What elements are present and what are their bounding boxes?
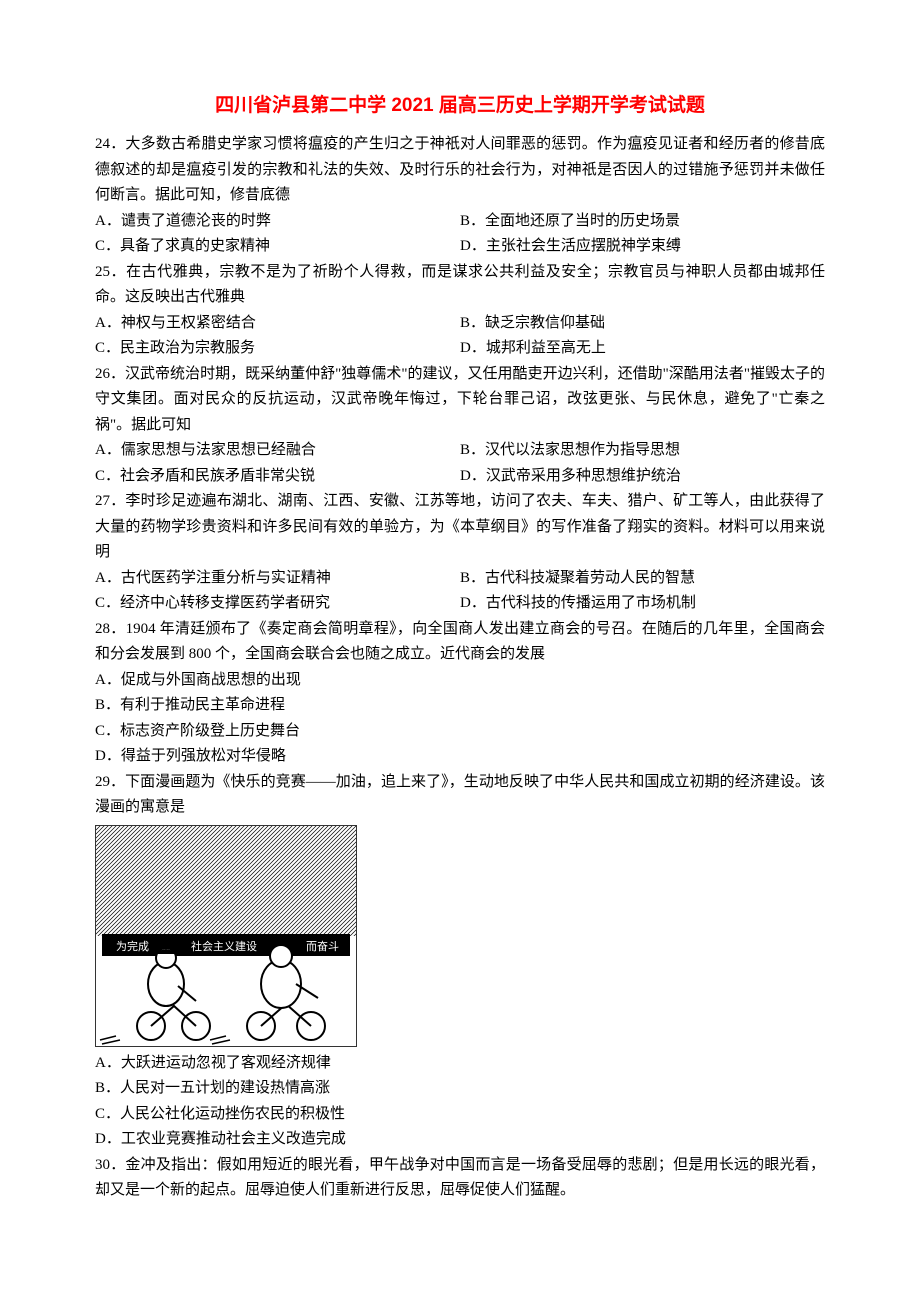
- question-30: 30．金冲及指出：假如用短近的眼光看，甲午战争对中国而言是一场备受屈辱的悲剧；但…: [95, 1153, 825, 1204]
- svg-text:而奋斗: 而奋斗: [306, 939, 339, 953]
- q25-opt-c: C．民主政治为宗教服务: [95, 336, 460, 362]
- q30-stem: ．金冲及指出：假如用短近的眼光看，甲午战争对中国而言是一场备受屈辱的悲剧；但是用…: [95, 1157, 825, 1199]
- q24-opt-c: C．具备了求真的史家精神: [95, 234, 460, 260]
- q26-opt-b: B．汉代以法家思想作为指导思想: [460, 438, 825, 464]
- q29-opt-b: B．人民对一五计划的建设热情高涨: [95, 1076, 825, 1102]
- q28-opt-b: B．有利于推动民主革命进程: [95, 693, 825, 719]
- question-24: 24．大多数古希腊史学家习惯将瘟疫的产生归之于神祇对人间罪恶的惩罚。作为瘟疫见证…: [95, 132, 825, 209]
- question-25: 25．在古代雅典，宗教不是为了祈盼个人得救，而是谋求公共利益及安全；宗教官员与神…: [95, 260, 825, 311]
- q26-options: A．儒家思想与法家思想已经融合 B．汉代以法家思想作为指导思想 C．社会矛盾和民…: [95, 438, 825, 489]
- q25-opt-b: B．缺乏宗教信仰基础: [460, 311, 825, 337]
- q26-opt-c: C．社会矛盾和民族矛盾非常尖锐: [95, 464, 460, 490]
- q24-stem: ．大多数古希腊史学家习惯将瘟疫的产生归之于神祇对人间罪恶的惩罚。作为瘟疫见证者和…: [95, 136, 825, 203]
- q28-opt-a: A．促成与外国商战思想的出现: [95, 668, 825, 694]
- q29-cartoon-image: 为完成 社会主义建设 而奋斗: [95, 825, 357, 1047]
- q24-options: A．谴责了道德沦丧的时弊 B．全面地还原了当时的历史场景 C．具备了求真的史家精…: [95, 209, 825, 260]
- q28-opt-c: C．标志资产阶级登上历史舞台: [95, 719, 825, 745]
- question-29: 29．下面漫画题为《快乐的竞赛——加油，追上来了》，生动地反映了中华人民共和国成…: [95, 770, 825, 821]
- q25-options: A．神权与王权紧密结合 B．缺乏宗教信仰基础 C．民主政治为宗教服务 D．城邦利…: [95, 311, 825, 362]
- q28-stem: ．1904 年清廷颁布了《奏定商会简明章程》，向全国商人发出建立商会的号召。在随…: [95, 621, 825, 663]
- q24-opt-d: D．主张社会生活应摆脱神学束缚: [460, 234, 825, 260]
- q29-num: 29: [95, 774, 110, 790]
- q27-options: A．古代医药学注重分析与实证精神 B．古代科技凝聚着劳动人民的智慧 C．经济中心…: [95, 566, 825, 617]
- q26-stem: ．汉武帝统治时期，既采纳董仲舒"独尊儒术"的建议，又任用酷吏开边兴利，还借助"深…: [95, 366, 825, 433]
- page-title: 四川省泸县第二中学 2021 届高三历史上学期开学考试试题: [95, 90, 825, 122]
- question-27: 27．李时珍足迹遍布湖北、湖南、江西、安徽、江苏等地，访问了农夫、车夫、猎户、矿…: [95, 489, 825, 566]
- q27-opt-a: A．古代医药学注重分析与实证精神: [95, 566, 460, 592]
- q29-opt-d: D．工农业竞赛推动社会主义改造完成: [95, 1127, 825, 1153]
- q26-opt-a: A．儒家思想与法家思想已经融合: [95, 438, 460, 464]
- q29-opt-c: C．人民公社化运动挫伤农民的积极性: [95, 1102, 825, 1128]
- question-28: 28．1904 年清廷颁布了《奏定商会简明章程》，向全国商人发出建立商会的号召。…: [95, 617, 825, 668]
- q29-opt-a: A．大跃进运动忽视了客观经济规律: [95, 1051, 825, 1077]
- q24-opt-b: B．全面地还原了当时的历史场景: [460, 209, 825, 235]
- q28-opt-d: D．得益于列强放松对华侵略: [95, 744, 825, 770]
- q28-num: 28: [95, 621, 110, 637]
- q27-stem: ．李时珍足迹遍布湖北、湖南、江西、安徽、江苏等地，访问了农夫、车夫、猎户、矿工等…: [95, 493, 825, 560]
- q29-stem: ．下面漫画题为《快乐的竞赛——加油，追上来了》，生动地反映了中华人民共和国成立初…: [95, 774, 825, 816]
- q25-num: 25: [95, 264, 110, 280]
- q26-opt-d: D．汉武帝采用多种思想维护统治: [460, 464, 825, 490]
- q25-opt-d: D．城邦利益至高无上: [460, 336, 825, 362]
- q25-opt-a: A．神权与王权紧密结合: [95, 311, 460, 337]
- q24-opt-a: A．谴责了道德沦丧的时弊: [95, 209, 460, 235]
- q28-options: A．促成与外国商战思想的出现 B．有利于推动民主革命进程 C．标志资产阶级登上历…: [95, 668, 825, 770]
- question-26: 26．汉武帝统治时期，既采纳董仲舒"独尊儒术"的建议，又任用酷吏开边兴利，还借助…: [95, 362, 825, 439]
- q27-num: 27: [95, 493, 110, 509]
- q27-opt-b: B．古代科技凝聚着劳动人民的智慧: [460, 566, 825, 592]
- q27-opt-d: D．古代科技的传播运用了市场机制: [460, 591, 825, 617]
- exam-page: 四川省泸县第二中学 2021 届高三历史上学期开学考试试题 24．大多数古希腊史…: [0, 0, 920, 1302]
- q26-num: 26: [95, 366, 110, 382]
- svg-text:社会主义建设: 社会主义建设: [191, 939, 257, 953]
- q30-num: 30: [95, 1157, 110, 1173]
- q29-options: A．大跃进运动忽视了客观经济规律 B．人民对一五计划的建设热情高涨 C．人民公社…: [95, 1051, 825, 1153]
- svg-text:为完成: 为完成: [116, 939, 149, 953]
- q27-opt-c: C．经济中心转移支撑医药学者研究: [95, 591, 460, 617]
- q25-stem: ．在古代雅典，宗教不是为了祈盼个人得救，而是谋求公共利益及安全；宗教官员与神职人…: [95, 264, 825, 306]
- q24-num: 24: [95, 136, 110, 152]
